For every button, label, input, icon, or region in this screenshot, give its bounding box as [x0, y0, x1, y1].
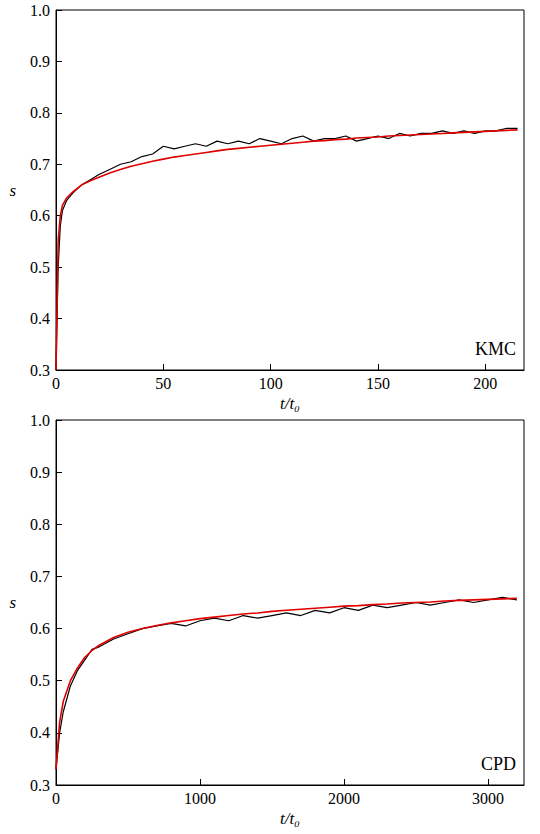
- svg-text:0.7: 0.7: [30, 156, 50, 173]
- svg-text:0.5: 0.5: [30, 259, 50, 276]
- svg-text:t/t₀: t/t₀: [280, 394, 300, 413]
- svg-text:200: 200: [473, 375, 497, 392]
- svg-text:0.9: 0.9: [30, 53, 50, 70]
- svg-text:0.4: 0.4: [30, 724, 50, 741]
- svg-text:t/t₀: t/t₀: [280, 809, 300, 828]
- svg-text:0.3: 0.3: [30, 362, 50, 379]
- svg-text:0.8: 0.8: [30, 104, 50, 121]
- svg-text:0.6: 0.6: [30, 620, 50, 637]
- svg-text:1000: 1000: [184, 790, 216, 807]
- svg-text:0.4: 0.4: [30, 310, 50, 327]
- svg-text:0.6: 0.6: [30, 207, 50, 224]
- svg-text:100: 100: [259, 375, 283, 392]
- svg-text:CPD: CPD: [481, 754, 516, 774]
- svg-text:2000: 2000: [328, 790, 360, 807]
- svg-text:3000: 3000: [472, 790, 504, 807]
- svg-text:0: 0: [52, 790, 60, 807]
- svg-text:50: 50: [155, 375, 171, 392]
- svg-text:0: 0: [52, 375, 60, 392]
- svg-text:s: s: [9, 593, 16, 612]
- svg-text:0.5: 0.5: [30, 672, 50, 689]
- svg-text:0.8: 0.8: [30, 516, 50, 533]
- svg-text:1.0: 1.0: [30, 2, 50, 19]
- svg-text:150: 150: [366, 375, 390, 392]
- svg-text:0.9: 0.9: [30, 464, 50, 481]
- svg-text:0.3: 0.3: [30, 777, 50, 794]
- svg-text:s: s: [9, 181, 16, 200]
- svg-text:KMC: KMC: [475, 339, 516, 359]
- svg-text:0.7: 0.7: [30, 568, 50, 585]
- svg-text:1.0: 1.0: [30, 412, 50, 429]
